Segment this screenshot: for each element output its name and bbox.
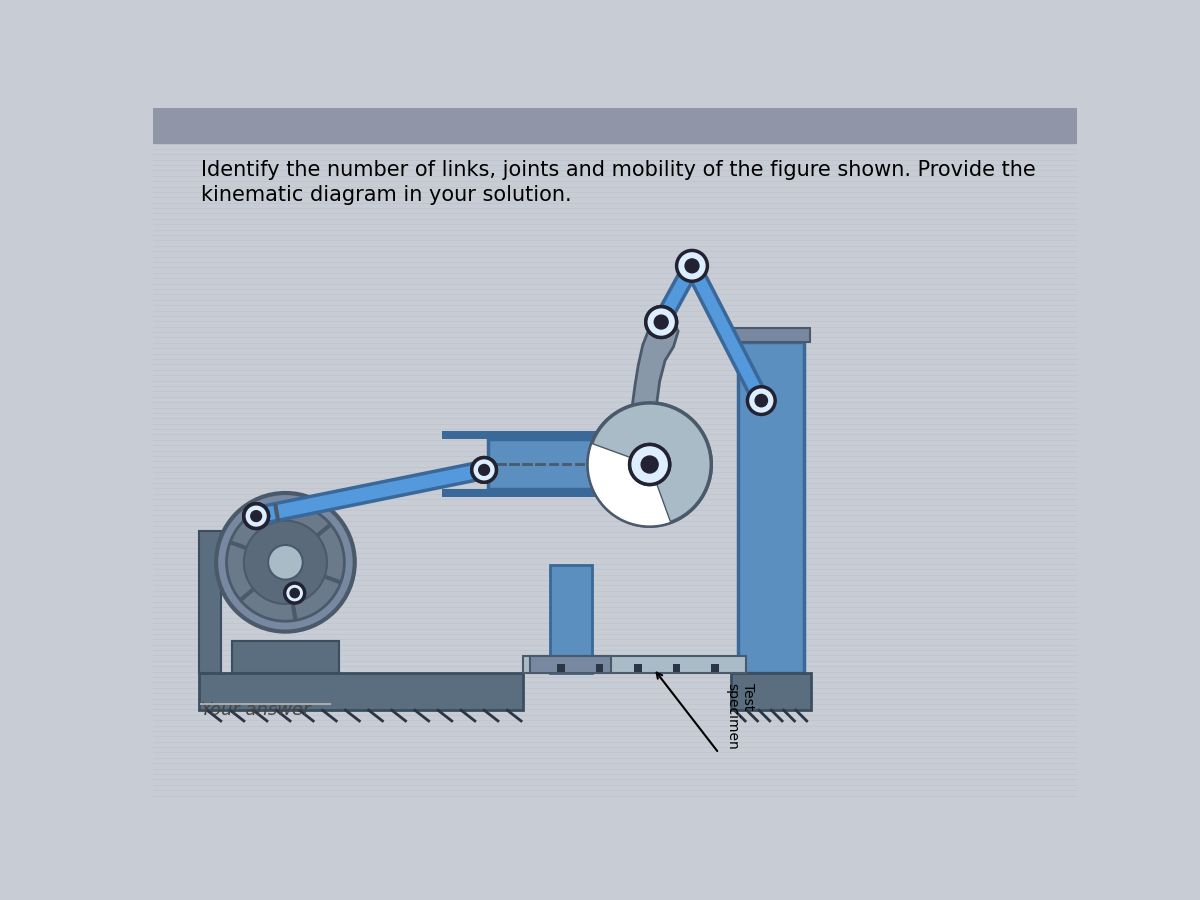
Bar	[442, 431, 623, 439]
Bar	[199, 673, 523, 710]
Polygon shape	[654, 262, 698, 326]
Circle shape	[227, 503, 344, 621]
Text: Identify the number of links, joints and mobility of the figure shown. Provide t: Identify the number of links, joints and…	[200, 160, 1036, 180]
Circle shape	[479, 464, 490, 475]
Circle shape	[216, 493, 355, 632]
Circle shape	[630, 445, 670, 484]
Circle shape	[641, 456, 658, 473]
Circle shape	[251, 510, 262, 521]
Circle shape	[646, 307, 677, 338]
Bar	[635, 664, 642, 671]
Bar	[154, 108, 1078, 142]
Polygon shape	[588, 444, 671, 526]
Text: Test
specimen: Test specimen	[725, 683, 755, 750]
Circle shape	[244, 521, 328, 604]
Circle shape	[472, 457, 497, 482]
Circle shape	[588, 403, 712, 526]
Circle shape	[284, 583, 305, 603]
Circle shape	[654, 315, 668, 329]
Circle shape	[268, 545, 302, 580]
Bar	[488, 439, 623, 490]
Bar	[442, 490, 623, 497]
Circle shape	[244, 504, 269, 528]
Circle shape	[685, 259, 698, 273]
Bar	[199, 531, 221, 673]
Bar	[673, 664, 680, 671]
Polygon shape	[624, 318, 678, 458]
Polygon shape	[254, 462, 486, 525]
Bar	[623, 458, 642, 471]
Circle shape	[244, 504, 269, 528]
Circle shape	[244, 504, 269, 528]
Circle shape	[755, 394, 768, 407]
Bar	[523, 656, 746, 673]
Bar	[731, 673, 811, 710]
Circle shape	[472, 457, 497, 482]
Text: kinematic diagram in your solution.: kinematic diagram in your solution.	[200, 185, 571, 205]
Polygon shape	[588, 444, 671, 526]
Bar	[550, 565, 592, 673]
Circle shape	[630, 445, 670, 484]
Circle shape	[251, 510, 262, 521]
Circle shape	[290, 589, 299, 598]
Circle shape	[654, 315, 668, 329]
Text: Your answer: Your answer	[200, 701, 311, 719]
Circle shape	[251, 510, 262, 521]
Circle shape	[479, 464, 490, 475]
Circle shape	[641, 456, 658, 473]
Bar	[557, 664, 565, 671]
Bar	[738, 342, 804, 673]
Circle shape	[588, 403, 712, 526]
Circle shape	[748, 387, 775, 415]
Bar	[712, 664, 719, 671]
Circle shape	[677, 250, 708, 281]
Bar	[232, 641, 340, 673]
Bar	[732, 328, 810, 342]
Circle shape	[646, 307, 677, 338]
Bar	[530, 656, 611, 673]
Polygon shape	[685, 262, 768, 404]
Bar	[595, 664, 604, 671]
